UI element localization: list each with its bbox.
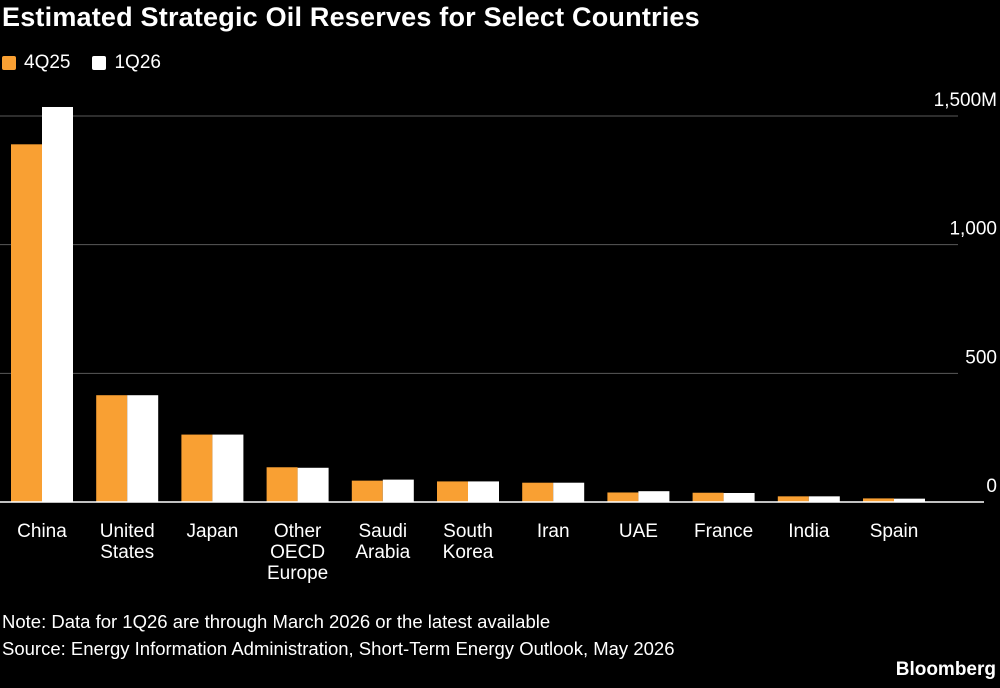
bar-1q26 [553, 482, 585, 502]
y-tick-label: 1,500M [934, 90, 997, 111]
x-tick-label: Spain [870, 521, 919, 542]
source-note: Source: Energy Information Administratio… [2, 638, 675, 659]
bar-1q26 [468, 481, 499, 502]
footnote: Note: Data for 1Q26 are through March 20… [2, 611, 551, 632]
x-tick-label: Saudi Arabia [355, 521, 410, 563]
bar-4q25 [777, 496, 809, 502]
bar-1q26 [297, 467, 329, 502]
legend-label-4q25: 4Q25 [24, 52, 71, 73]
bar-4q25 [607, 492, 639, 502]
x-tick-label: UAE [619, 521, 658, 542]
bar-4q25 [96, 395, 128, 502]
bar-1q26 [382, 479, 414, 502]
bar-1q26 [212, 434, 244, 502]
bar-1q26 [127, 395, 159, 502]
bar-4q25 [692, 492, 724, 502]
legend: 4Q25 1Q26 [2, 52, 183, 74]
bar-1q26 [808, 496, 840, 502]
legend-item-1q26: 1Q26 [92, 52, 161, 74]
y-tick-label: 0 [986, 476, 997, 497]
x-tick-label: China [17, 521, 67, 542]
bar-4q25 [863, 498, 894, 502]
x-tick-label: United States [100, 521, 155, 563]
x-tick-label: India [788, 521, 830, 542]
bar-1q26 [42, 106, 73, 502]
bar-4q25 [522, 482, 554, 502]
x-tick-label: Japan [187, 521, 239, 542]
bar-4q25 [11, 144, 42, 502]
x-tick-label: France [694, 521, 753, 542]
bloomberg-logo: Bloomberg [895, 659, 996, 680]
bar-4q25 [351, 480, 383, 502]
bar-1q26 [723, 492, 755, 502]
legend-swatch-4q25 [2, 56, 16, 70]
chart-title: Estimated Strategic Oil Reserves for Sel… [2, 2, 700, 32]
x-tick-label: Iran [537, 521, 570, 542]
legend-swatch-1q26 [92, 56, 107, 70]
legend-label-1q26: 1Q26 [114, 52, 161, 73]
bar-4q25 [181, 434, 213, 502]
legend-item-4q25: 4Q25 [2, 52, 70, 74]
bar-4q25 [266, 467, 298, 502]
bar-4q25 [437, 481, 468, 502]
y-tick-label: 1,000 [949, 219, 997, 240]
x-tick-label: South Korea [443, 521, 494, 563]
y-tick-label: 500 [965, 347, 997, 368]
bar-1q26 [894, 498, 925, 502]
bar-1q26 [638, 491, 670, 502]
x-tick-label: Other OECD Europe [267, 521, 328, 584]
